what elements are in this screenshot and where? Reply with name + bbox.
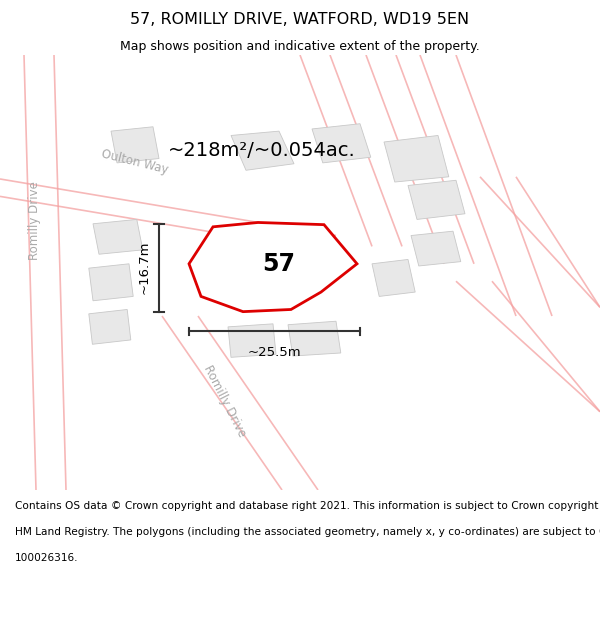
Polygon shape <box>411 231 461 266</box>
Polygon shape <box>228 324 276 357</box>
Polygon shape <box>231 131 294 170</box>
Text: 100026316.: 100026316. <box>15 554 79 564</box>
Text: HM Land Registry. The polygons (including the associated geometry, namely x, y c: HM Land Registry. The polygons (includin… <box>15 527 600 537</box>
Text: 57, ROMILLY DRIVE, WATFORD, WD19 5EN: 57, ROMILLY DRIVE, WATFORD, WD19 5EN <box>130 12 470 27</box>
Polygon shape <box>93 219 143 254</box>
Polygon shape <box>372 259 415 296</box>
Text: ~16.7m: ~16.7m <box>137 241 151 294</box>
Text: Map shows position and indicative extent of the property.: Map shows position and indicative extent… <box>120 39 480 52</box>
Polygon shape <box>89 264 133 301</box>
Text: ~25.5m: ~25.5m <box>248 346 301 359</box>
Text: 57: 57 <box>262 251 295 276</box>
Polygon shape <box>189 222 357 312</box>
Polygon shape <box>111 127 159 163</box>
Text: Contains OS data © Crown copyright and database right 2021. This information is : Contains OS data © Crown copyright and d… <box>15 501 600 511</box>
Polygon shape <box>408 180 465 219</box>
Text: Romilly Drive: Romilly Drive <box>202 362 248 439</box>
Text: ~218m²/~0.054ac.: ~218m²/~0.054ac. <box>168 141 356 160</box>
Polygon shape <box>89 309 131 344</box>
Text: Oulton Way: Oulton Way <box>100 147 170 176</box>
Polygon shape <box>288 321 341 356</box>
Polygon shape <box>312 124 371 163</box>
Polygon shape <box>384 136 449 182</box>
Text: Romilly Drive: Romilly Drive <box>28 181 41 260</box>
